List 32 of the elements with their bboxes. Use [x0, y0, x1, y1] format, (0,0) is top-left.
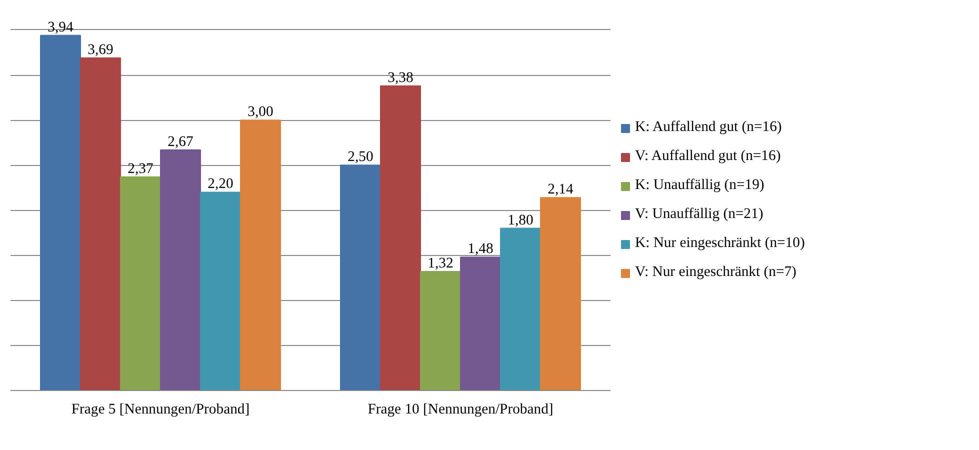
- bar: [240, 120, 281, 390]
- data-label: 3,69: [88, 42, 114, 58]
- legend-label: K: Unauffällig (n=19): [635, 177, 764, 194]
- data-label: 3,94: [48, 19, 74, 36]
- legend-label: V: Auffallend gut (n=16): [635, 148, 781, 165]
- bar: [460, 256, 501, 390]
- legend-label: K: Nur eingeschränkt (n=10): [635, 235, 805, 252]
- data-label: 1,48: [468, 241, 494, 258]
- legend-label: K: Auffallend gut (n=16): [635, 119, 782, 136]
- bar: [420, 271, 461, 390]
- data-label: 2,37: [128, 160, 154, 177]
- bar: [160, 149, 201, 390]
- data-label: 2,14: [548, 182, 574, 198]
- bar: [380, 85, 421, 390]
- data-label: 3,00: [248, 104, 274, 120]
- legend-label: V: Unauffällig (n=21): [635, 206, 764, 223]
- bar: [500, 228, 541, 390]
- legend-label: V: Nur eingeschränkt (n=7): [635, 264, 796, 281]
- data-label: 2,50: [348, 149, 374, 166]
- x-tick-label: Frage 10 [Nennungen/Proband]: [368, 402, 554, 418]
- data-label: 3,38: [388, 70, 414, 86]
- data-label: 2,67: [168, 134, 194, 150]
- bar: [40, 34, 81, 390]
- data-label: 1,80: [508, 212, 534, 228]
- x-tick-label: Frage 5 [Nennungen/Proband]: [71, 402, 250, 418]
- bar: [340, 164, 381, 390]
- bar: [80, 57, 121, 390]
- data-label: 1,32: [428, 256, 454, 272]
- data-label: 2,20: [208, 176, 234, 192]
- bar: [540, 197, 581, 390]
- bar: [120, 176, 161, 390]
- bar: [200, 192, 241, 390]
